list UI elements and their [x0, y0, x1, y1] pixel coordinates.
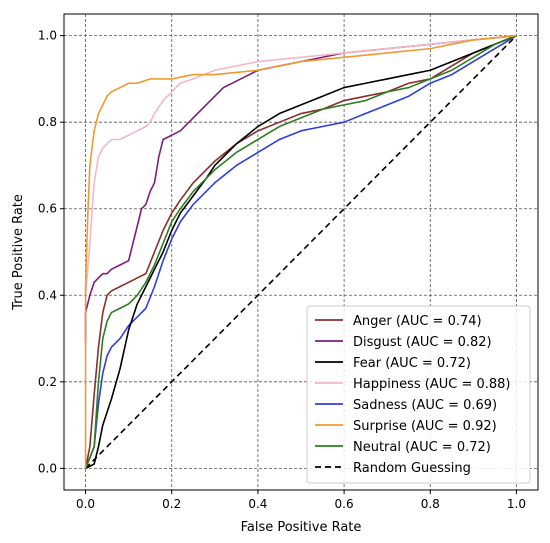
x-tick-label: 1.0 [507, 497, 526, 511]
y-axis-label: True Positive Rate [11, 194, 26, 311]
y-tick-label: 1.0 [38, 29, 57, 43]
x-tick-label: 0.6 [335, 497, 354, 511]
y-tick-label: 0.4 [38, 288, 57, 302]
series-line-anger [84, 34, 517, 469]
series-line-surprise [84, 34, 517, 469]
legend-label-fear: Fear (AUC = 0.72) [353, 356, 471, 371]
series-lines [84, 34, 518, 470]
legend-label-random: Random Guessing [353, 461, 471, 476]
series-line-happiness [84, 34, 517, 296]
legend-label-surprise: Surprise (AUC = 0.92) [353, 419, 497, 434]
y-tick-label: 0.2 [38, 375, 57, 389]
legend-label-anger: Anger (AUC = 0.74) [353, 314, 482, 329]
x-tick-label: 0.8 [421, 497, 440, 511]
series-line-sadness [84, 34, 517, 469]
legend: Anger (AUC = 0.74) Disgust (AUC = 0.82) Fe… [306, 305, 531, 484]
y-tick-label: 0.0 [38, 461, 57, 475]
legend-label-happiness: Happiness (AUC = 0.88) [353, 377, 511, 392]
axis-ticks: 0.0 0.2 0.4 0.6 0.8 1.0 0.0 0.2 0.4 0.6 0.8 1.0 [38, 29, 526, 511]
plot-frame [63, 13, 539, 491]
x-tick-label: 0.2 [162, 497, 181, 511]
y-tick-label: 0.8 [38, 115, 57, 129]
x-tick-label: 0.0 [76, 497, 95, 511]
legend-label-sadness: Sadness (AUC = 0.69) [353, 398, 497, 413]
legend-label-neutral: Neutral (AUC = 0.72) [353, 440, 491, 455]
series-line-random [84, 35, 518, 469]
x-axis-label: False Positive Rate [241, 520, 362, 535]
series-line-neutral [84, 34, 517, 469]
y-tick-label: 0.6 [38, 202, 57, 216]
series-line-disgust [84, 34, 517, 343]
legend-label-disgust: Disgust (AUC = 0.82) [353, 335, 492, 350]
legend-box [306, 305, 531, 484]
x-tick-label: 0.4 [248, 497, 267, 511]
